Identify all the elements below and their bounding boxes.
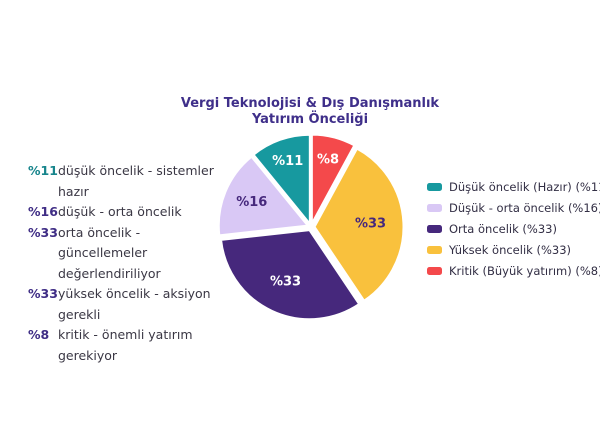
- pie-slice-label: %33: [270, 274, 301, 289]
- annotation-row: %33 yüksek öncelik - aksiyon gerekli: [28, 284, 223, 325]
- legend-item-orta-oncelik[interactable]: Orta öncelik (%33): [427, 218, 600, 239]
- annotation-text: kritik - önemli yatırım gerekiyor: [58, 327, 193, 363]
- annotation-text: düşük - orta öncelik: [58, 204, 182, 219]
- chart-title: Vergi Teknolojisi & Dış Danışmanlık Yatı…: [180, 96, 440, 127]
- legend-item-dusuk-oncelik[interactable]: Düşük öncelik (Hazır) (%11): [427, 176, 600, 197]
- legend-item-dusuk-orta-oncelik[interactable]: Düşük - orta öncelik (%16): [427, 197, 600, 218]
- legend-item-yuksek-oncelik[interactable]: Yüksek öncelik (%33): [427, 239, 600, 260]
- annotation-pct: %11: [28, 163, 58, 178]
- pie-slice-label: %8: [317, 152, 339, 167]
- pie-slice-label: %11: [272, 154, 303, 169]
- legend-swatch-icon: [427, 266, 442, 275]
- annotation-row: %16 düşük - orta öncelik: [28, 202, 223, 223]
- pie-chart: %8 %33 %33 %16 %11: [217, 133, 405, 321]
- annotation-row: %33 orta öncelik - güncellemeler değerle…: [28, 223, 223, 285]
- annotation-text: orta öncelik - güncellemeler değerlendir…: [58, 224, 161, 281]
- annotation-row: %8 kritik - önemli yatırım gerekiyor: [28, 325, 223, 366]
- annotation-row: %11 düşük öncelik - sistemler hazır: [28, 161, 223, 202]
- annotation-pct: %33: [28, 286, 58, 301]
- legend-swatch-icon: [427, 182, 442, 191]
- legend-label: Kritik (Büyük yatırım) (%8): [449, 263, 600, 278]
- annotation-pct: %33: [28, 224, 58, 240]
- pie-slice-label: %16: [236, 195, 267, 210]
- legend-label: Düşük - orta öncelik (%16): [449, 200, 600, 215]
- legend-swatch-icon: [427, 224, 442, 233]
- legend-label: Yüksek öncelik (%33): [449, 242, 571, 257]
- pie-slice-3[interactable]: [217, 155, 309, 237]
- annotation-text: düşük öncelik - sistemler hazır: [58, 163, 214, 199]
- pie-chart-container: %8 %33 %33 %16 %11: [211, 127, 411, 327]
- pie-slice-4[interactable]: [252, 133, 311, 225]
- legend-swatch-icon: [427, 203, 442, 212]
- legend-swatch-icon: [427, 245, 442, 254]
- annotation-text: yüksek öncelik - aksiyon gerekli: [58, 286, 211, 322]
- legend-label: Düşük öncelik (Hazır) (%11): [449, 179, 600, 194]
- legend-item-kritik[interactable]: Kritik (Büyük yatırım) (%8): [427, 260, 600, 281]
- annotation-pct: %8: [28, 327, 50, 342]
- pie-slice-2[interactable]: [220, 229, 361, 321]
- annotation-pct: %16: [28, 204, 58, 219]
- pie-slice-0[interactable]: [310, 133, 356, 225]
- legend: Düşük öncelik (Hazır) (%11) Düşük - orta…: [427, 176, 600, 281]
- pie-slice-1[interactable]: [313, 147, 405, 302]
- legend-label: Orta öncelik (%33): [449, 221, 557, 236]
- annotation-list: %11 düşük öncelik - sistemler hazır %16 …: [28, 161, 223, 366]
- pie-slice-label: %33: [355, 217, 386, 232]
